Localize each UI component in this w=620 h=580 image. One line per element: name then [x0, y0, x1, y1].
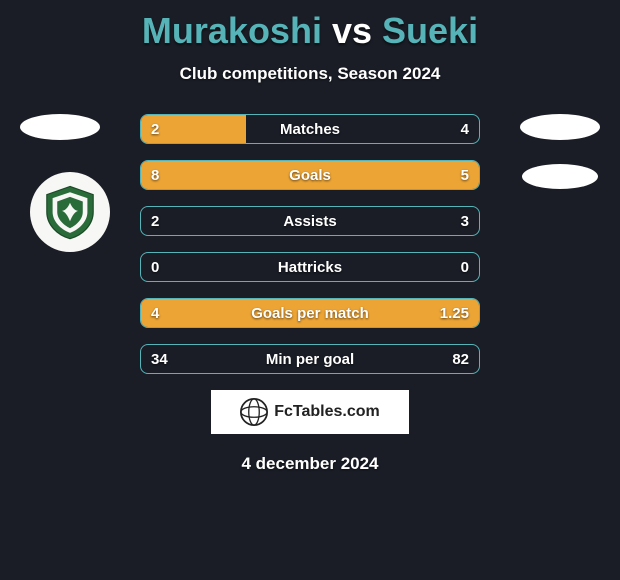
player1-club-crest: [30, 172, 110, 252]
brand-icon: [240, 398, 268, 426]
brand-text: FcTables.com: [274, 403, 380, 421]
comparison-title: Murakoshi vs Sueki: [0, 0, 620, 52]
stat-label: Goals per match: [141, 299, 479, 327]
stat-label: Goals: [141, 161, 479, 189]
stat-row: 3482Min per goal: [140, 344, 480, 374]
player2-name: Sueki: [382, 10, 478, 51]
footer-date: 4 december 2024: [0, 454, 620, 474]
subtitle: Club competitions, Season 2024: [0, 64, 620, 84]
player2-club-crest: [522, 164, 598, 189]
stat-row: 00Hattricks: [140, 252, 480, 282]
stat-label: Min per goal: [141, 345, 479, 373]
player2-avatar: [520, 114, 600, 140]
stats-container: 24Matches 85Goals 23Assists 00Hattricks 41.2…: [140, 114, 480, 374]
shield-icon: [41, 183, 99, 241]
stat-row: 41.25Goals per match: [140, 298, 480, 328]
stat-label: Assists: [141, 207, 479, 235]
stat-label: Hattricks: [141, 253, 479, 281]
stat-row: 85Goals: [140, 160, 480, 190]
player1-name: Murakoshi: [142, 10, 322, 51]
player1-avatar: [20, 114, 100, 140]
stat-row: 23Assists: [140, 206, 480, 236]
stat-label: Matches: [141, 115, 479, 143]
brand-badge: FcTables.com: [211, 390, 409, 434]
vs-text: vs: [332, 10, 372, 51]
stat-row: 24Matches: [140, 114, 480, 144]
